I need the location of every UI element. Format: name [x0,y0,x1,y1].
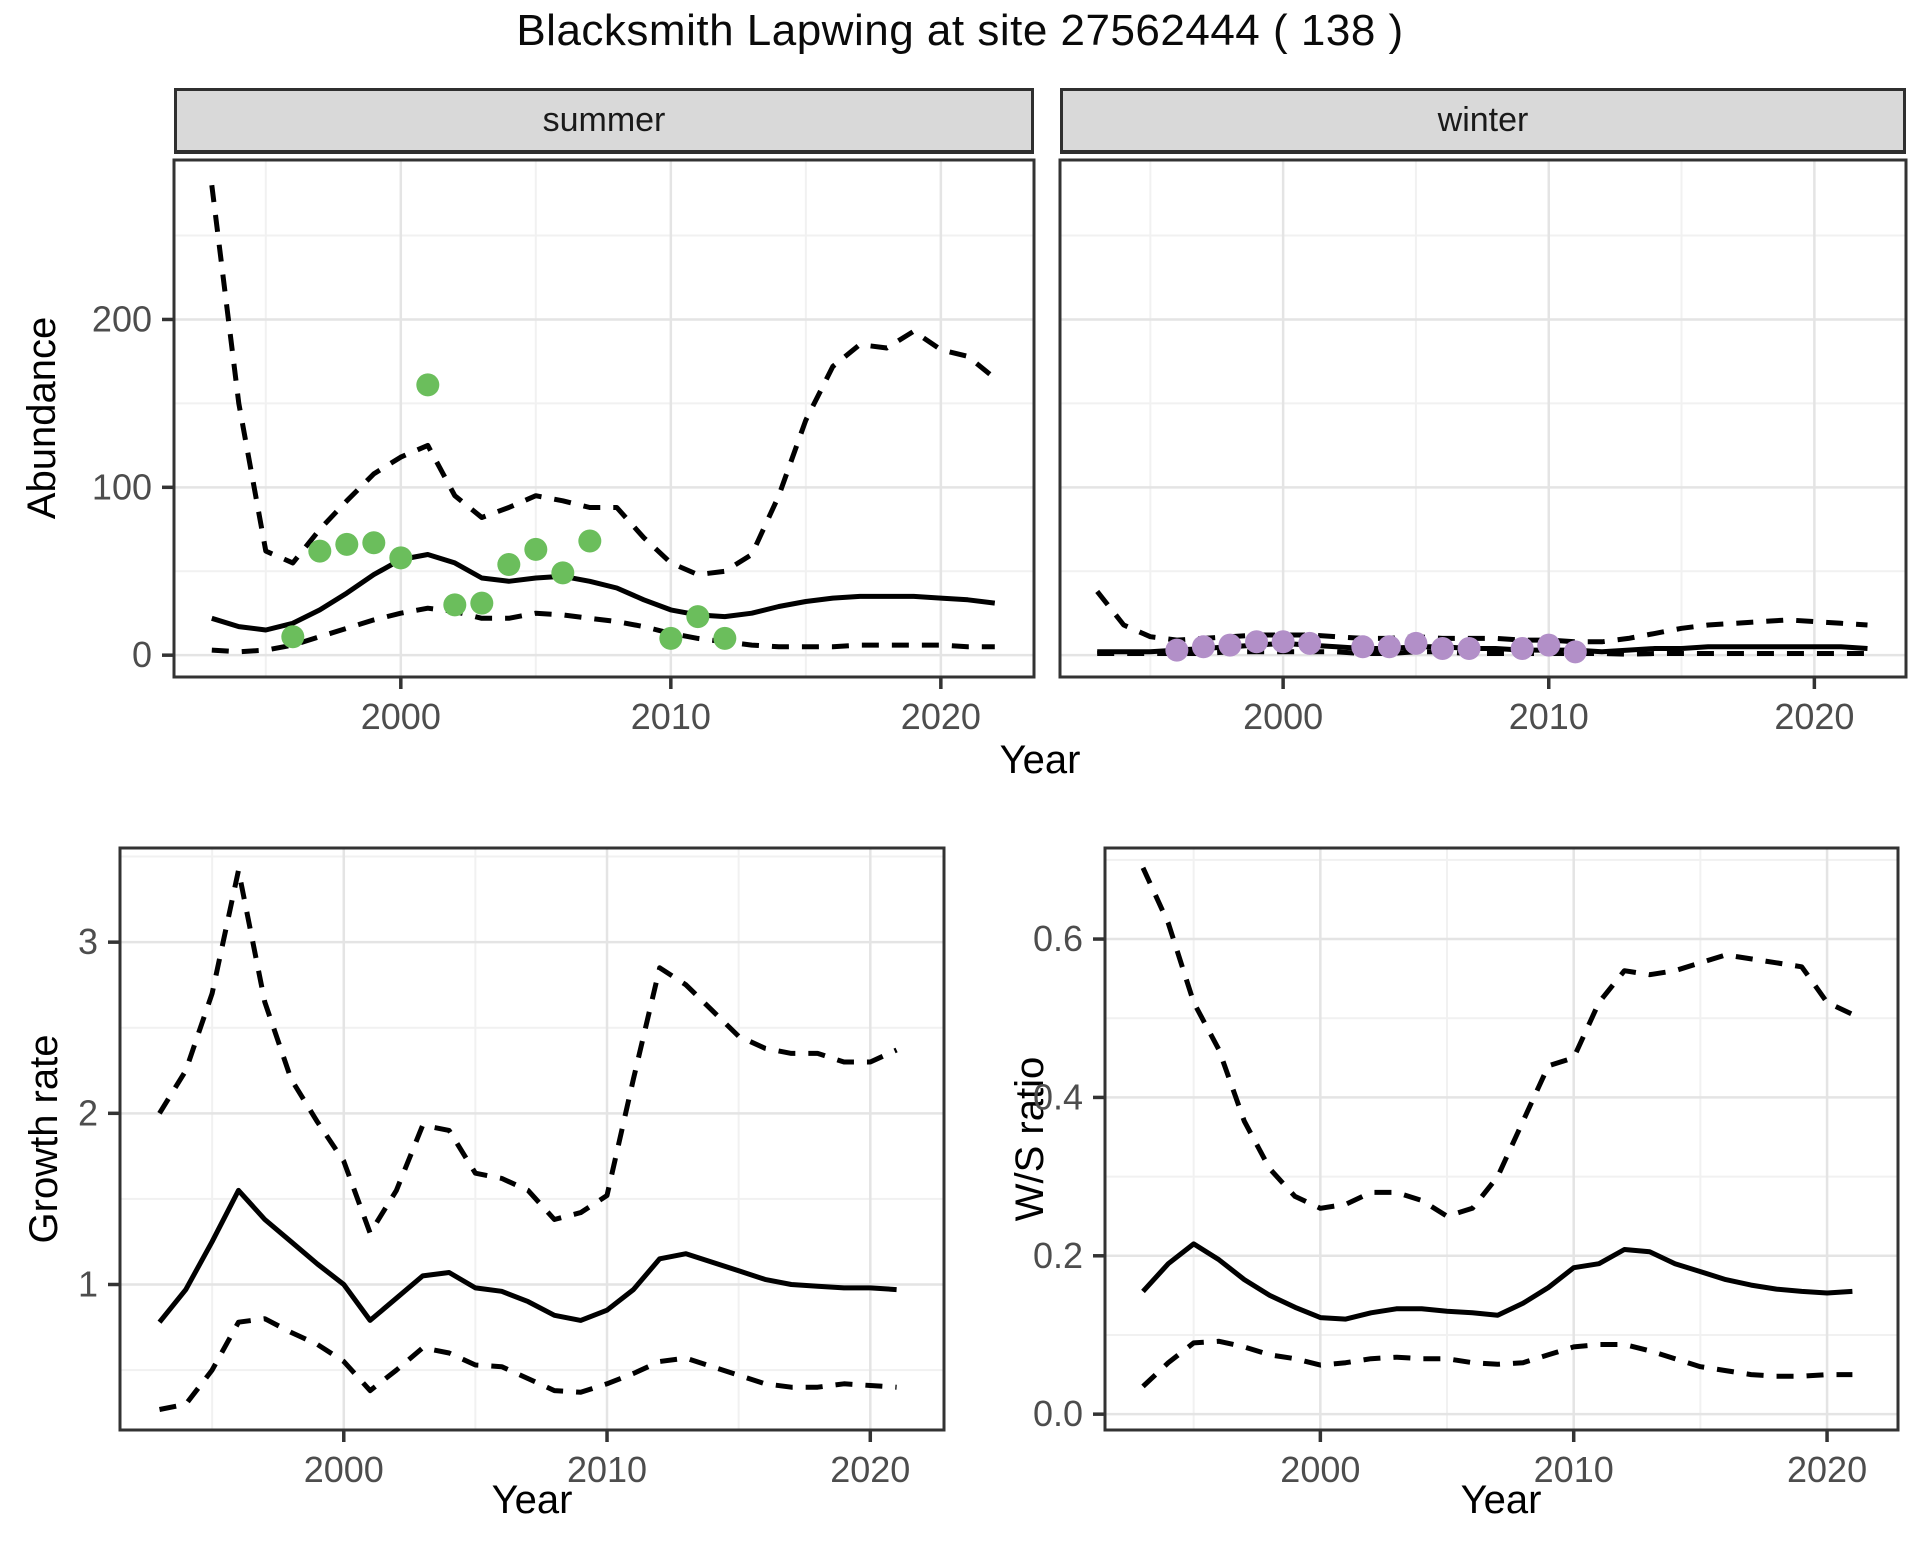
abundance-summer-data-point [335,532,359,556]
abundance-winter-data-point [1351,635,1375,659]
y-axis-tick-label: 3 [78,921,98,962]
abundance-summer-data-point [686,605,710,629]
x-axis-tick-label: 2020 [1787,1449,1867,1490]
y-axis-tick-label: 0 [132,634,152,675]
y-axis-tick-label: 2 [78,1092,98,1133]
abundance-summer-data-point [470,591,494,615]
ws-ratio-upper_ci-line [1140,866,1854,1219]
x-axis-title-growth-rate: Year [491,1478,573,1522]
abundance-winter-data-point [1298,631,1322,655]
abundance-winter-data-point [1218,633,1242,657]
abundance-winter-upper_ci-line [1095,589,1868,645]
abundance-summer-data-point [524,537,548,561]
x-axis-tick-label: 2010 [631,696,711,737]
y-axis-tick-label: 0.4 [1033,1076,1083,1117]
abundance-summer-panel-bg [174,160,1034,677]
x-axis-tick-label: 2000 [1243,696,1323,737]
x-axis-tick-label: 2010 [1509,696,1589,737]
x-axis-title-ws-ratio: Year [1460,1478,1542,1522]
facet-strip-summer-label: summer [542,101,666,139]
abundance-winter-data-point [1457,636,1481,660]
abundance-winter-data-point [1245,630,1269,654]
abundance-winter-data-point [1271,630,1295,654]
x-axis-tick-label: 2020 [830,1449,910,1490]
x-axis-tick-label: 2010 [1534,1449,1614,1490]
facet-strip-winter: winter [1060,88,1906,154]
facet-strip-summer: summer [174,88,1034,154]
y-axis-tick-label: 0.6 [1033,918,1083,959]
abundance-winter-panel-border [1058,158,1908,679]
growth-rate-panel-border [118,846,946,1432]
x-axis-title-top: Year [999,738,1081,782]
abundance-summer-data-point [308,539,332,563]
figure-title: Blacksmith Lapwing at site 27562444 ( 13… [516,6,1404,55]
abundance-winter-data-point [1165,638,1189,662]
ws-ratio-panel-bg [1105,848,1898,1430]
abundance-summer-data-point [389,546,413,570]
growth-rate-panel-bg [120,848,944,1430]
abundance-summer-lower_ci-line [211,605,995,655]
abundance-summer-data-point [416,373,440,397]
ws-ratio-lower_ci-line [1141,1338,1853,1389]
facet-strip-winter-label: winter [1437,101,1529,139]
abundance-summer-median-line [211,552,996,633]
y-axis-tick-label: 0.2 [1033,1235,1083,1276]
ws-ratio-median-line [1141,1241,1853,1322]
y-axis-tick-label: 200 [92,298,152,339]
abundance-summer-data-point [443,593,467,617]
abundance-winter-data-point [1191,635,1215,659]
x-axis-tick-label: 2000 [1280,1449,1360,1490]
abundance-winter-data-point [1404,631,1428,655]
abundance-summer-data-point [497,553,521,577]
x-axis-tick-label: 2010 [567,1449,647,1490]
growth-rate-median-line [157,1187,897,1324]
abundance-summer-panel-border [172,158,1036,679]
y-axis-tick-label: 1 [78,1264,98,1305]
y-axis-tick-label: 100 [92,466,152,507]
y-axis-tick-label: 0.0 [1033,1393,1083,1434]
abundance-winter-data-point [1430,636,1454,660]
abundance-winter-panel-bg [1060,160,1906,677]
abundance-winter-data-point [1563,640,1587,664]
x-axis-tick-label: 2000 [361,696,441,737]
abundance-winter-data-point [1510,636,1534,660]
abundance-summer-data-point [362,531,386,555]
abundance-winter-data-point [1377,635,1401,659]
growth-rate-lower_ci-line [159,1316,897,1412]
x-axis-tick-label: 2000 [304,1449,384,1490]
growth-rate-upper_ci-line [157,867,898,1236]
x-axis-tick-label: 2020 [1774,696,1854,737]
abundance-winter-data-point [1537,633,1561,657]
abundance-summer-data-point [713,626,737,650]
abundance-summer-data-point [281,625,305,649]
x-axis-tick-label: 2020 [901,696,981,737]
abundance-summer-data-point [578,529,602,553]
abundance-summer-data-point [551,561,575,585]
ws-ratio-panel-border [1103,846,1900,1432]
abundance-summer-data-point [659,626,683,650]
